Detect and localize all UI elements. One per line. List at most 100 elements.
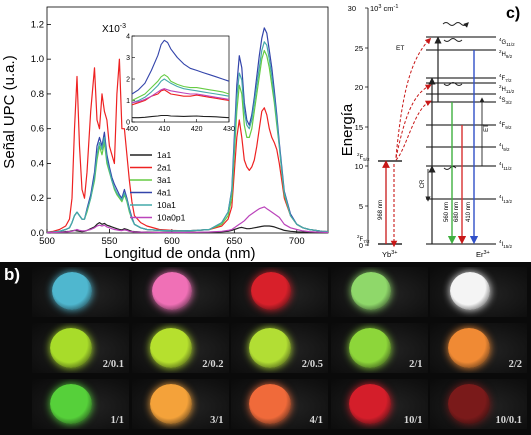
cr-label: CR <box>420 179 426 188</box>
inset-y-tick-label: 0 <box>126 120 130 127</box>
ratio-label: 1/1 <box>110 415 124 426</box>
ratio-label: 2/0.1 <box>102 359 124 370</box>
legend-label-4a1: 4a1 <box>157 188 171 198</box>
panel-b-label: b) <box>4 265 21 284</box>
photo-cell-r1-c1 <box>32 267 129 317</box>
er-level-4f92: 4F9/2 <box>499 120 512 130</box>
inset-series-line-4a1 <box>131 39 230 95</box>
tick-15: 15 <box>355 123 363 132</box>
emission-spot <box>249 328 291 368</box>
yb-level-2f72: 2F7/2 <box>357 234 370 244</box>
ratio-label: 3/1 <box>210 415 224 426</box>
legend: 1a1 2a1 3a1 4a1 10a1 10a0p1 <box>130 150 186 223</box>
ratio-label: 10/0.1 <box>495 415 522 426</box>
relax-wave-4 <box>443 166 457 170</box>
energy-level-diagram: c) Energía 103 cm-1 30 25 20 15 10 5 0 2… <box>339 4 520 259</box>
y-tick-label: 0.6 <box>31 124 44 135</box>
inset-x-tick-label: 410 <box>158 126 170 133</box>
photo-cell-r2-c3: 2/0.5 <box>231 323 328 373</box>
et-arc-1 <box>395 100 432 161</box>
ratio-label: 2/2 <box>508 359 522 370</box>
legend-label-10a0p1: 10a0p1 <box>157 213 186 223</box>
emission-spot <box>50 384 92 424</box>
photo-cell-r2-c4: 2/1 <box>330 323 428 373</box>
et-arc-2 <box>395 84 432 159</box>
tick-0: 0 <box>359 241 363 250</box>
photo-cell-r3-c4: 10/1 <box>330 379 428 429</box>
energy-axis-label: Energía <box>339 103 356 156</box>
photo-cell-r3-c3: 4/1 <box>231 379 328 429</box>
yb-ion-label: Yb3+ <box>382 250 397 259</box>
y-tick-label: 1.2 <box>31 19 44 30</box>
relax-wave-3 <box>443 82 463 86</box>
panel-b-photo-grid: 2/0.1 2/0.2 2/0.5 2/1 2/2 1/1 3/1 4/1 10/1 10/0.1… <box>0 262 531 435</box>
yb-level-2f52: 2F5/2 <box>357 152 370 162</box>
er-level-4s32: 4S3/2 <box>499 95 512 105</box>
emission-spot <box>348 328 391 368</box>
emission-spot <box>52 272 92 310</box>
emission-spot <box>450 272 490 310</box>
x-tick-label: 600 <box>164 236 180 247</box>
tick-10: 10 <box>355 162 363 171</box>
er-level-4f72: 4F7/2 <box>499 73 512 83</box>
energy-ticks: 30 25 20 15 10 5 0 <box>348 4 368 250</box>
emission-spot <box>249 384 291 424</box>
ratio-label: 4/1 <box>309 415 323 426</box>
x-tick-label: 700 <box>289 236 305 247</box>
er-levels <box>426 36 496 245</box>
photo-cell-r3-c1: 1/1 <box>32 379 129 429</box>
x-axis-label: Longitud de onda (nm) <box>105 245 256 262</box>
inset-y-tick-label: 1 <box>126 98 130 105</box>
inset-x-tick-label: 420 <box>191 126 203 133</box>
emission-spot <box>151 272 192 310</box>
er-ion-label: Er3+ <box>476 250 490 259</box>
inset-frame <box>131 35 230 123</box>
et-arc-3 <box>395 37 432 158</box>
er-level-2h92: 2H9/2 <box>499 49 513 59</box>
emission-spot <box>350 272 391 310</box>
emission-spot <box>348 384 391 424</box>
photo-cell-r2-c1: 2/0.1 <box>32 323 129 373</box>
er-level-4i112: 4I11/2 <box>499 161 512 171</box>
ratio-label: 2/0.2 <box>202 359 224 370</box>
emission-560-label: 560 nm <box>444 202 450 222</box>
pump-wavelength: 968 nm <box>378 200 384 220</box>
inset-x-tick-label: 400 <box>126 126 138 133</box>
y-tick-label: 0.0 <box>31 228 44 239</box>
x-tick-label: 550 <box>102 236 118 247</box>
photo-cell-r2-c2: 2/0.2 <box>131 323 229 373</box>
tick-5: 5 <box>359 202 363 211</box>
emission-spot <box>50 328 92 368</box>
tick-20: 20 <box>355 83 363 92</box>
ratio-label: 2/1 <box>409 359 423 370</box>
legend-label-3a1: 3a1 <box>157 175 171 185</box>
legend-label-2a1: 2a1 <box>157 163 171 173</box>
photo-cell-r3-c5: 10/0.1 <box>430 379 527 429</box>
upc-spectrum-chart: a) Señal UPC (u.a.) Longitud de onda (nm… <box>1 6 329 262</box>
er-level-4g112: 4G11/2 <box>499 37 515 47</box>
series-line-10a0p1 <box>46 206 329 234</box>
legend-label-1a1: 1a1 <box>157 150 171 160</box>
er-level-4i152: 4I15/2 <box>499 239 512 249</box>
photo-cell-r3-c2: 3/1 <box>131 379 229 429</box>
series-line-10a1 <box>46 41 329 234</box>
ratio-label: 10/1 <box>403 415 423 426</box>
y-tick-label: 0.8 <box>31 89 44 100</box>
inset-multiplier: X10-3 <box>102 23 126 35</box>
emission-spot <box>149 328 192 368</box>
inset-y-tick-label: 2 <box>126 77 130 84</box>
y-tick-label: 1.0 <box>31 54 44 65</box>
panel-a-spectrum: a) Señal UPC (u.a.) Longitud de onda (nm… <box>0 0 333 262</box>
energy-unit: 103 cm-1 <box>370 4 398 13</box>
emission-spot <box>448 384 490 424</box>
x-tick-label: 500 <box>39 236 55 247</box>
inset-series-line-1a1 <box>132 114 230 119</box>
photo-cell-r1-c4 <box>330 267 428 317</box>
inset-plot: 400 410 420 430 0 1 2 3 4 <box>126 34 235 134</box>
relax-wave-1 <box>442 22 469 28</box>
photo-cell-r1-c5 <box>430 267 527 317</box>
y-axis-label: Señal UPC (u.a.) <box>1 55 18 168</box>
inset-y-tick-label: 3 <box>126 55 130 62</box>
ratio-label: 2/0.5 <box>301 359 323 370</box>
tick-30: 30 <box>348 4 356 13</box>
